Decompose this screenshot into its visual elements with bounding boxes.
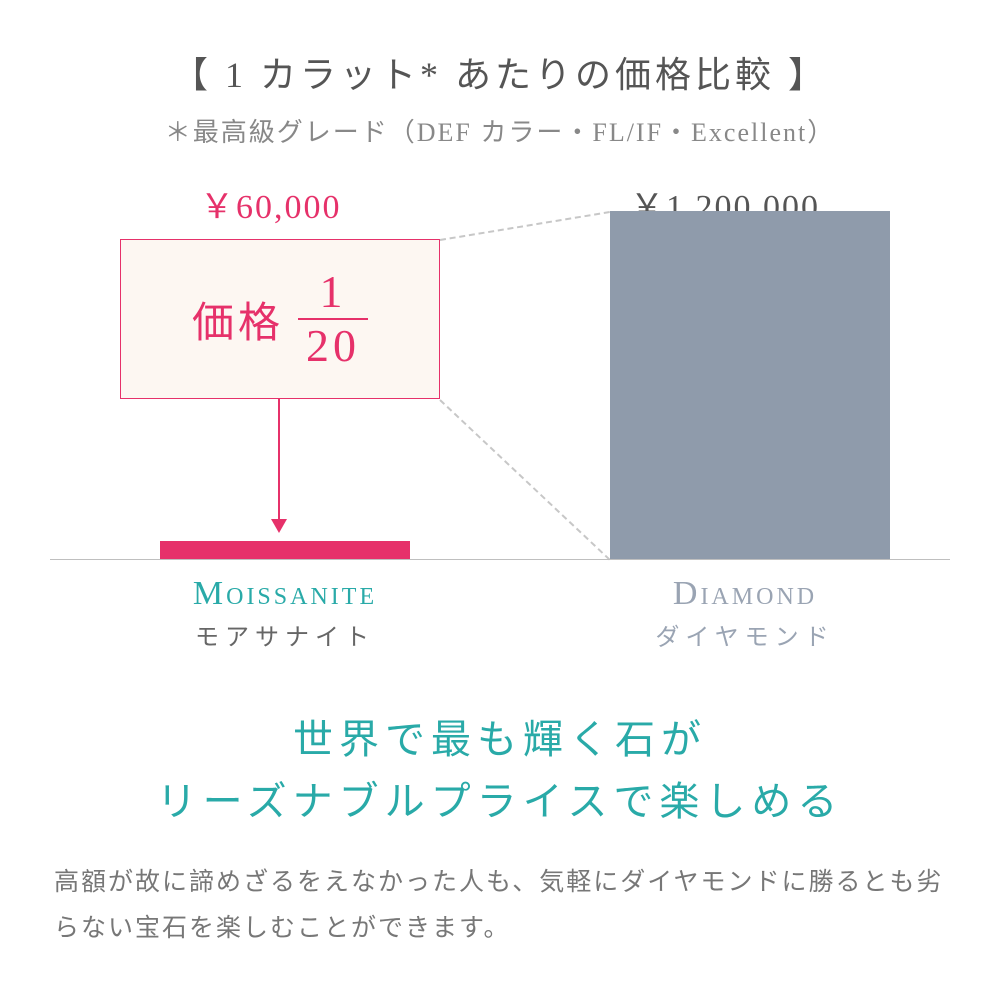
price-ratio-callout: 価格 1 20 xyxy=(120,239,440,399)
diamond-category-en: Diamond xyxy=(595,575,895,613)
connector-dash-bottom xyxy=(439,399,610,560)
callout-denominator: 20 xyxy=(298,318,368,370)
diamond-category-jp: ダイヤモンド xyxy=(595,617,895,652)
infographic-root: 【 1 カラット* あたりの価格比較 】 ＊最高級グレード（DEF カラー・FL… xyxy=(0,0,1000,1000)
diamond-bar xyxy=(610,211,890,559)
tagline: 世界で最も輝く石が リーズナブルプライスで楽しめる xyxy=(50,709,950,833)
connector-dash-top xyxy=(440,211,610,241)
body-text: 高額が故に諦めざるをえなかった人も、気軽にダイヤモンドに勝るとも劣らない宝石を楽… xyxy=(50,859,950,952)
tagline-line1: 世界で最も輝く石が xyxy=(50,709,950,771)
diamond-category: Diamond ダイヤモンド xyxy=(595,575,895,652)
tagline-line2: リーズナブルプライスで楽しめる xyxy=(50,771,950,833)
callout-arrow-icon xyxy=(278,399,280,531)
moissanite-category-jp: モアサナイト xyxy=(135,617,435,652)
moissanite-bar xyxy=(160,541,410,559)
callout-numerator: 1 xyxy=(308,268,359,318)
callout-fraction: 1 20 xyxy=(298,268,368,371)
page-title: 【 1 カラット* あたりの価格比較 】 xyxy=(50,46,950,98)
callout-label: 価格 xyxy=(192,289,284,350)
chart-baseline xyxy=(50,559,950,560)
moissanite-price-label: ￥60,000 xyxy=(200,179,342,228)
price-comparison-chart: ￥60,000 ￥1,200,000 価格 1 20 Moissanite モア… xyxy=(50,179,950,669)
page-subtitle: ＊最高級グレード（DEF カラー・FL/IF・Excellent） xyxy=(50,112,950,149)
moissanite-category-en: Moissanite xyxy=(135,575,435,613)
moissanite-category: Moissanite モアサナイト xyxy=(135,575,435,652)
